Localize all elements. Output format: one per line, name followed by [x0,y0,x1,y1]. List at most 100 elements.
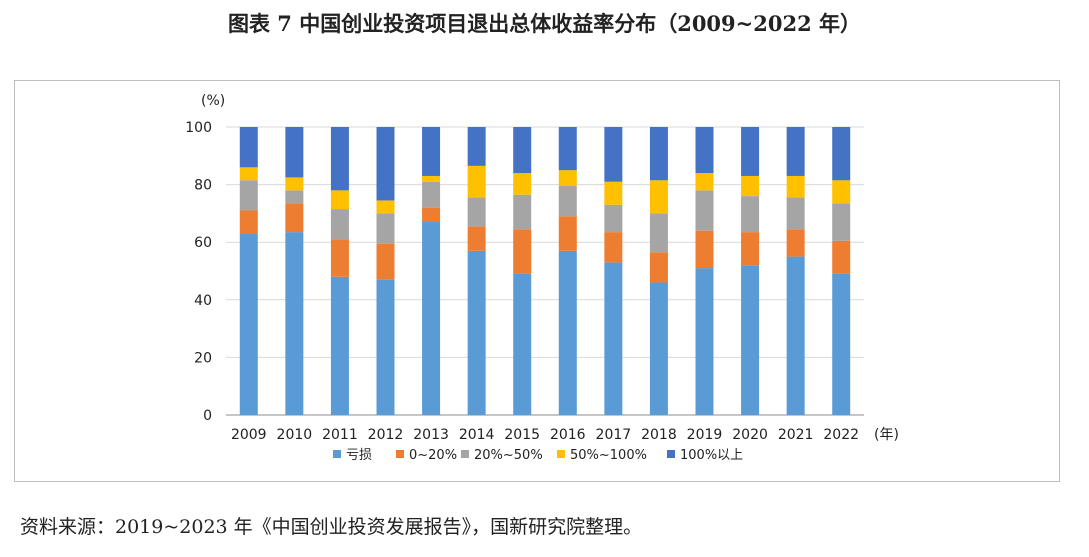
source-note: 资料来源：2019~2023 年《中国创业投资发展报告》，国新研究院整理。 [20,516,643,538]
x-tick-label: 2016 [550,427,586,443]
bar-segment [786,229,805,257]
bar-segment [285,232,304,415]
bar-segment [467,197,486,227]
x-tick-label: 2017 [596,427,632,443]
stacked-bar-chart: 0 20 40 60 80 100 (%) 2009 2010 2011 2012 2013 2014 2… [185,93,899,463]
legend-label: 亏损 [346,448,372,463]
bar-segment [558,216,577,251]
bar-segment [513,173,532,195]
bar-segment [330,276,349,415]
bar-segment [649,180,668,214]
bar-segment [558,250,577,415]
legend-swatch [333,450,341,458]
bar-segment [786,175,805,198]
bar-segment [832,180,851,204]
bar-segment [741,232,760,266]
legend-label: 100%以上 [680,448,743,463]
x-tick-label: 2010 [277,427,313,443]
bar-segment [695,173,714,191]
bar-segment [239,210,258,234]
y-tick-label: 20 [194,350,212,366]
y-axis-unit: (%) [201,93,225,109]
bar-segment [467,165,486,198]
bar-segment [513,127,532,174]
y-tick-label: 80 [194,178,212,194]
bar-segment [786,256,805,415]
bar-segment [832,127,851,181]
chart-frame: 0 20 40 60 80 100 (%) 2009 2010 2011 2012 2013 2014 2… [14,80,1060,482]
bar-segment [558,186,577,217]
bar-segment [786,127,805,176]
x-tick-label: 2019 [687,427,723,443]
bar-segment [422,222,441,415]
x-tick-label: 2018 [641,427,677,443]
legend-label: 50%~100% [570,448,647,463]
bar-segment [695,268,714,415]
bar-segment [786,197,805,230]
bar-segment [695,127,714,174]
bar-segment [604,181,623,205]
bar-segment [239,180,258,211]
bar-segment [330,209,349,240]
bar-segment [513,229,532,274]
bar-segment [695,230,714,269]
bar-segment [649,213,668,253]
x-tick-label: 2014 [459,427,495,443]
x-tick-label: 2021 [778,427,814,443]
x-tick-label: 2012 [368,427,404,443]
bar-segment [422,207,441,223]
bar-segment [604,232,623,263]
legend-swatch [461,450,469,458]
bar-segment [239,167,258,181]
legend-label: 0~20% [409,448,457,463]
legend-swatch [557,450,565,458]
bar-segment [285,203,304,233]
bar-segment [422,175,441,182]
bar-segment [513,194,532,230]
bar-segment [649,282,668,415]
x-tick-label: 2009 [231,427,267,443]
bar-segment [285,190,304,204]
legend-label: 20%~50% [474,448,543,463]
bar-segment [376,127,395,201]
bar-segment [239,127,258,168]
bar-segment [422,127,441,176]
bar-segment [376,243,395,280]
bar-segment [649,127,668,181]
bar-segment [558,170,577,187]
bar-segment [467,250,486,415]
bar-segment [604,262,623,415]
bar-segment [741,175,760,197]
y-tick-label: 0 [203,408,212,424]
bar-segment [376,213,395,244]
bar-segment [741,196,760,233]
bar-segment [239,233,258,415]
chart-title: 图表 7 中国创业投资项目退出总体收益率分布（2009~2022 年） [227,11,862,36]
y-tick-label: 40 [194,293,212,309]
bar-segment [695,190,714,231]
legend-swatch [396,450,404,458]
x-axis-unit: (年) [874,427,899,443]
bar-segment [513,273,532,415]
x-tick-label: 2015 [504,427,540,443]
bar-segment [285,127,304,178]
bar-segment [741,265,760,415]
bar-segment [604,204,623,233]
bar-segment [422,181,441,208]
y-tick-label: 100 [185,120,212,136]
y-tick-label: 60 [194,235,212,251]
bar-segment [376,279,395,415]
x-tick-label: 2020 [732,427,768,443]
bar-segment [330,190,349,210]
bar-segment [330,127,349,191]
bar-segment [330,239,349,277]
bar-segment [649,252,668,283]
x-tick-label: 2022 [823,427,859,443]
bar-segment [832,273,851,415]
bar-segment [741,127,760,176]
bar-segment [832,240,851,274]
bar-segment [604,127,623,182]
bar-segment [832,203,851,241]
x-tick-label: 2013 [413,427,449,443]
bar-segment [558,127,577,171]
